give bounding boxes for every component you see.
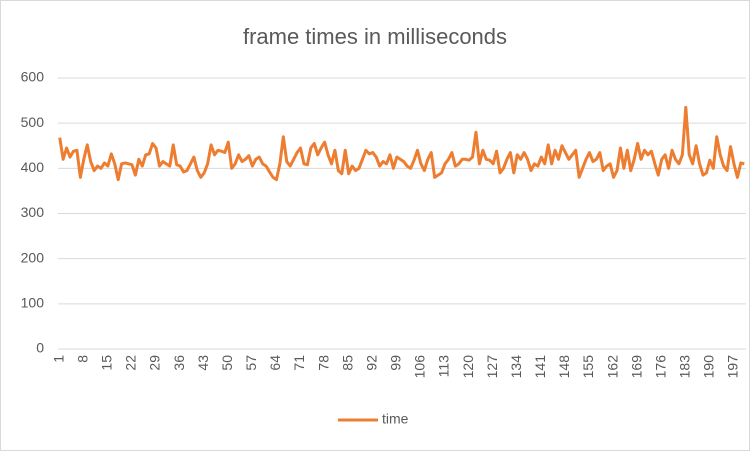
x-tick-label: 92 xyxy=(363,355,379,371)
y-tick-label: 100 xyxy=(21,295,45,311)
y-tick-label: 400 xyxy=(21,159,45,175)
x-tick-label: 57 xyxy=(243,355,259,371)
x-tick-label: 169 xyxy=(628,355,644,379)
x-tick-label: 43 xyxy=(195,355,211,371)
x-tick-label: 22 xyxy=(123,355,139,371)
y-tick-label: 300 xyxy=(21,204,45,220)
x-tick-label: 176 xyxy=(652,355,668,379)
x-tick-label: 29 xyxy=(147,355,163,371)
y-tick-label: 200 xyxy=(21,249,45,265)
x-tick-label: 120 xyxy=(460,355,476,379)
y-tick-label: 500 xyxy=(21,114,45,130)
y-tick-label: 600 xyxy=(21,69,45,85)
x-tick-label: 190 xyxy=(701,355,717,379)
x-tick-label: 134 xyxy=(508,355,524,379)
legend-label: time xyxy=(382,411,409,427)
y-tick-label: 0 xyxy=(36,340,44,356)
x-tick-label: 127 xyxy=(484,355,500,379)
x-tick-label: 155 xyxy=(580,355,596,379)
data-line xyxy=(58,105,745,182)
x-tick-label: 78 xyxy=(315,355,331,371)
x-tick-label: 50 xyxy=(219,355,235,371)
x-tick-label: 36 xyxy=(171,355,187,371)
x-tick-label: 85 xyxy=(339,355,355,371)
x-tick-label: 162 xyxy=(604,355,620,379)
x-tick-label: 71 xyxy=(291,355,307,371)
x-tick-label: 8 xyxy=(75,355,91,363)
x-tick-label: 183 xyxy=(677,355,693,379)
x-tick-label: 64 xyxy=(267,355,283,371)
x-tick-label: 141 xyxy=(532,355,548,379)
x-tick-label: 99 xyxy=(388,355,404,371)
chart-title: frame times in milliseconds xyxy=(243,24,507,49)
x-tick-label: 197 xyxy=(725,355,741,379)
x-tick-label: 1 xyxy=(50,355,66,363)
x-tick-label: 148 xyxy=(556,355,572,379)
x-tick-label: 113 xyxy=(436,355,452,378)
x-tick-label: 106 xyxy=(412,355,428,379)
x-tick-label: 15 xyxy=(99,355,115,371)
